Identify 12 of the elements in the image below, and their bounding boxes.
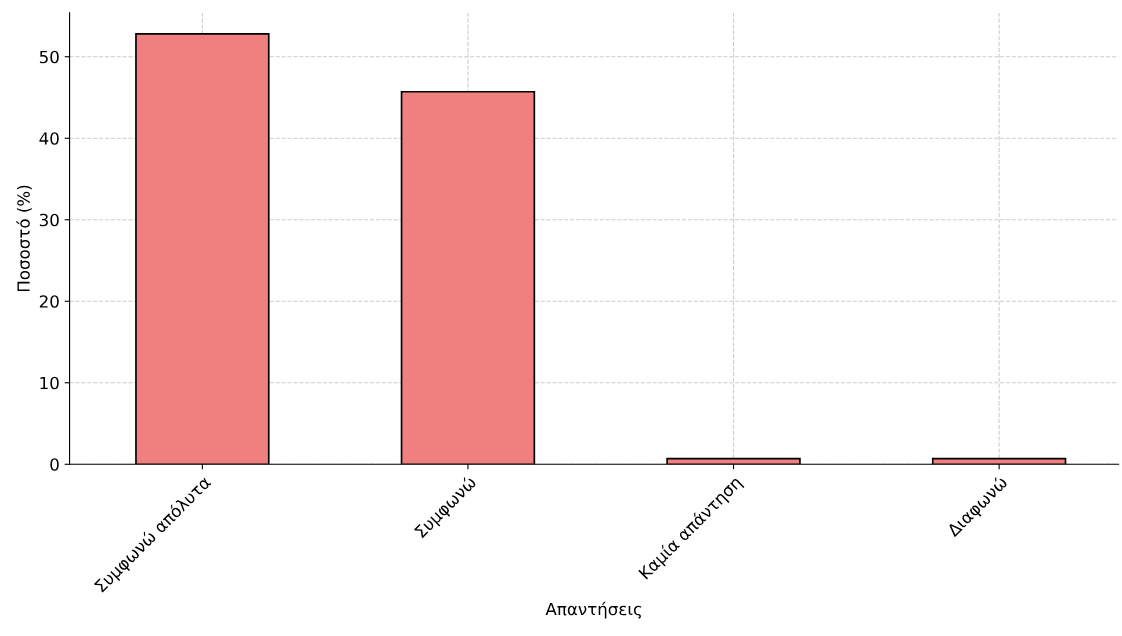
y-tick-label: 40 <box>39 132 59 145</box>
x-axis-title: Απαντήσεις <box>545 601 642 619</box>
y-tick-label: 20 <box>39 295 59 308</box>
y-tick-label: 0 <box>50 458 59 471</box>
y-tick-label: 10 <box>40 376 59 390</box>
bar <box>135 33 270 465</box>
bar <box>666 457 801 465</box>
y-axis-title: Ποσοστό (%) <box>16 185 32 292</box>
y-tick-label: 50 <box>39 50 59 64</box>
bar <box>931 457 1067 465</box>
y-tick-label: 30 <box>39 213 59 227</box>
bar <box>400 90 536 465</box>
